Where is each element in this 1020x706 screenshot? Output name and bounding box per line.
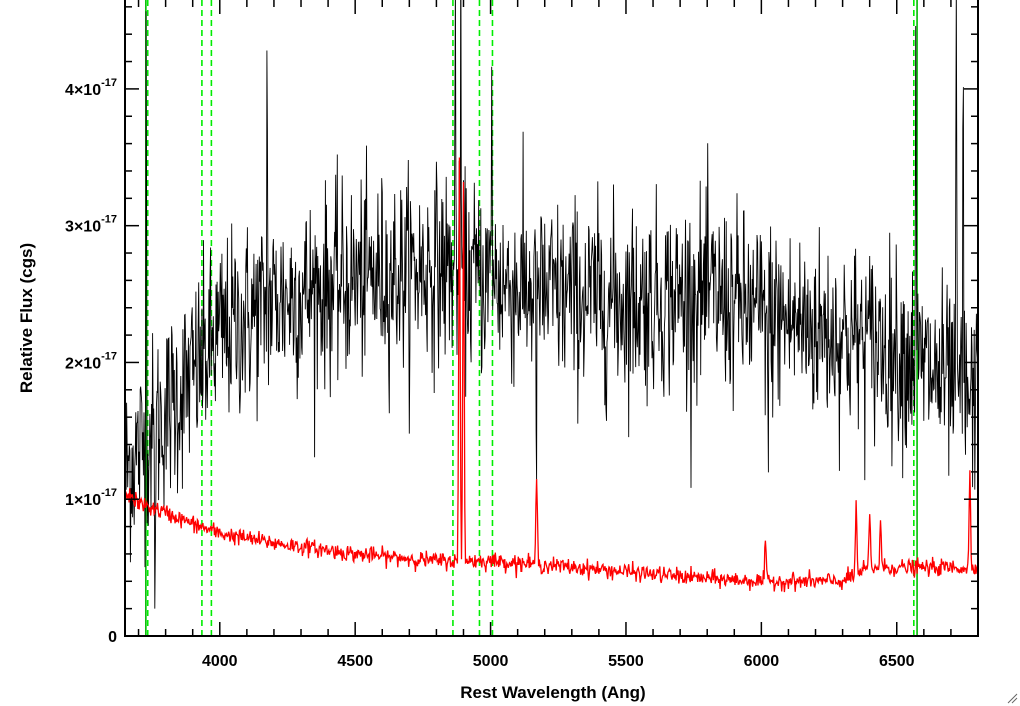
series-line-0 <box>125 0 978 609</box>
x-tick-label: 4000 <box>202 653 238 670</box>
series-layer <box>125 0 978 609</box>
x-axis-label: Rest Wavelength (Ang) <box>460 683 646 702</box>
y-tick-label: 2×10-17 <box>65 350 117 372</box>
y-tick-label: 3×10-17 <box>65 214 117 236</box>
x-tick-label: 4500 <box>337 653 373 670</box>
series-line-1 <box>125 157 978 593</box>
resize-grip-icon[interactable] <box>1006 692 1018 704</box>
x-tick-label: 6000 <box>744 653 780 670</box>
y-axis-label: Relative Flux (cgs) <box>17 242 36 394</box>
axes-layer <box>124 0 979 637</box>
x-tick-label: 5500 <box>608 653 644 670</box>
x-tick-label: 5000 <box>473 653 509 670</box>
y-tick-label: 4×10-17 <box>65 77 117 99</box>
plot-frame <box>124 0 979 637</box>
x-tick-label: 6500 <box>879 653 915 670</box>
tick-labels-layer: 4000 4500 5000 5500 6000 6500 0 1×10-17 2×10-17 3… <box>65 77 915 670</box>
y-tick-label: 1×10-17 <box>65 487 117 509</box>
y-tick-label: 0 <box>108 629 117 646</box>
